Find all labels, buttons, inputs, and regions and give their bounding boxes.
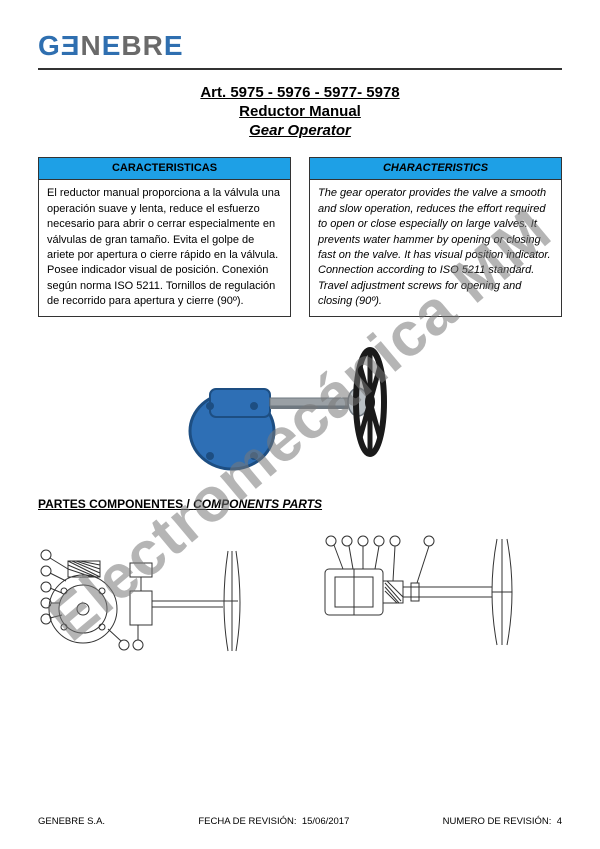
components-heading-en: COMPONENTS PARTS <box>193 497 322 511</box>
footer-company: GENEBRE S.A. <box>38 816 105 827</box>
product-svg <box>170 331 430 481</box>
components-heading-sep: / <box>183 497 193 511</box>
column-en-body: The gear operator provides the valve a s… <box>310 180 561 315</box>
footer-revision-number: NUMERO DE REVISIÓN: 4 <box>443 816 562 827</box>
tech-drawing-right <box>307 521 562 656</box>
brand-logo: GƎNEBRE <box>38 30 184 62</box>
footer-revnum-value: 4 <box>557 816 562 827</box>
logo-row: GƎNEBRE <box>38 30 562 62</box>
title-article: Art. 5975 - 5976 - 5977- 5978 <box>38 84 562 101</box>
column-es-body: El reductor manual proporciona a la válv… <box>39 180 290 315</box>
footer-date-label: FECHA DE REVISIÓN: <box>198 816 296 827</box>
characteristics-columns: CARACTERISTICAS El reductor manual propo… <box>38 157 562 317</box>
footer-revision-date: FECHA DE REVISIÓN: 15/06/2017 <box>198 816 349 827</box>
column-es: CARACTERISTICAS El reductor manual propo… <box>38 157 291 317</box>
technical-drawings <box>38 521 562 656</box>
column-en: CHARACTERISTICS The gear operator provid… <box>309 157 562 317</box>
footer-revnum-label: NUMERO DE REVISIÓN: <box>443 816 552 827</box>
column-en-header: CHARACTERISTICS <box>310 158 561 180</box>
components-heading-es: PARTES COMPONENTES <box>38 497 183 511</box>
footer: GENEBRE S.A. FECHA DE REVISIÓN: 15/06/20… <box>38 816 562 827</box>
footer-date-value: 15/06/2017 <box>302 816 350 827</box>
components-heading: PARTES COMPONENTES / COMPONENTS PARTS <box>38 497 562 511</box>
column-es-header: CARACTERISTICAS <box>39 158 290 180</box>
title-block: Art. 5975 - 5976 - 5977- 5978 Reductor M… <box>38 84 562 139</box>
product-figure <box>38 331 562 481</box>
title-en: Gear Operator <box>38 122 562 139</box>
tech-drawing-left <box>38 521 293 656</box>
title-es: Reductor Manual <box>38 103 562 120</box>
header-rule <box>38 68 562 70</box>
